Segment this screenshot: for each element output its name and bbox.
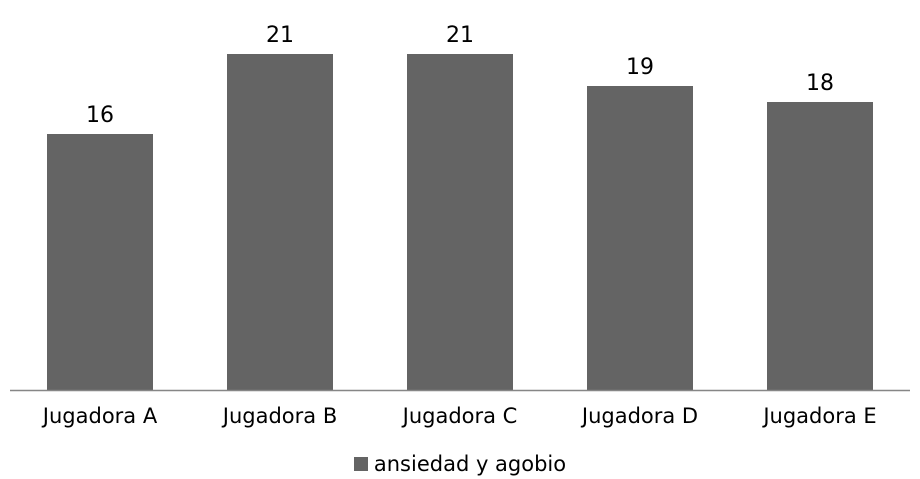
data-label: 16	[86, 103, 114, 128]
data-label: 19	[626, 55, 654, 80]
x-tick-label: Jugadora A	[41, 404, 158, 428]
legend-swatch	[353, 457, 368, 471]
data-label: 21	[446, 23, 474, 48]
chart-legend: ansiedad y agobio	[0, 450, 920, 479]
x-tick-label: Jugadora B	[221, 404, 337, 428]
x-tick-label: Jugadora E	[761, 404, 876, 428]
bar	[47, 134, 153, 390]
x-tick-label: Jugadora C	[401, 404, 518, 428]
chart-plot-area: 16 Jugadora A 21 Jugadora B 21 Jugadora C 19 Ju…	[10, 23, 910, 428]
data-label: 21	[266, 23, 294, 48]
bar	[587, 86, 693, 390]
x-tick-label: Jugadora D	[580, 404, 698, 428]
bar	[407, 54, 513, 390]
bar	[227, 54, 333, 390]
bar	[767, 102, 873, 390]
legend-label: ansiedad y agobio	[373, 452, 567, 476]
data-label: 18	[806, 71, 834, 96]
